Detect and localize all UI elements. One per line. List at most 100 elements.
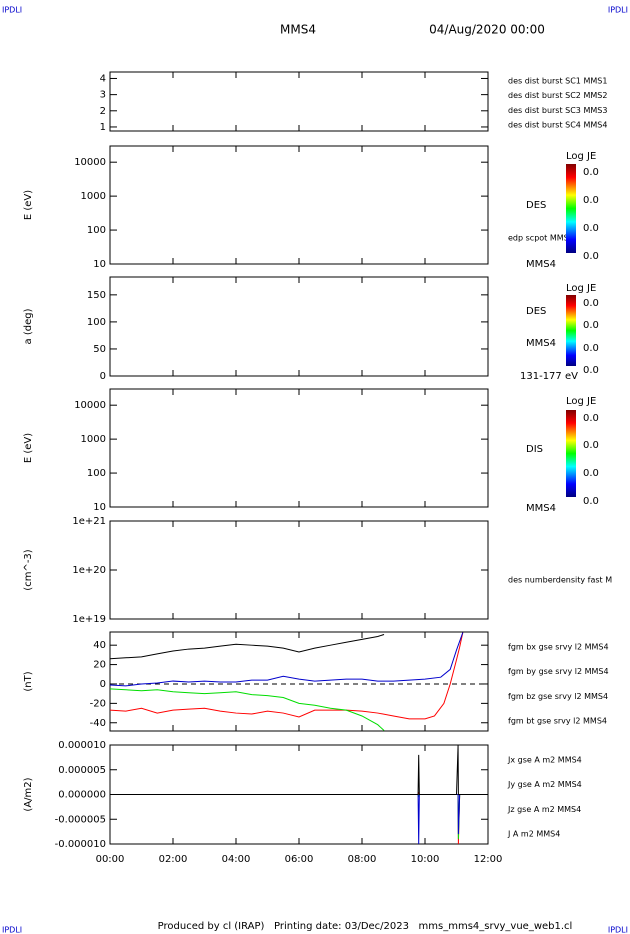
legend-entry: des dist burst SC1 MMS1	[508, 76, 607, 85]
y-tick-label: 40	[93, 640, 106, 651]
legend-entry: fgm bx gse srvy l2 MMS4	[508, 642, 609, 651]
y-tick-label: 50	[93, 344, 106, 355]
colorbar-tick: 0.0	[583, 365, 599, 376]
y-tick-label: -0.000010	[55, 839, 106, 850]
x-tick-label: 02:00	[159, 854, 188, 865]
y-tick-label: 1000	[81, 191, 106, 202]
y-tick-label: -20	[90, 698, 106, 709]
y-axis-label: a (deg)	[23, 308, 34, 344]
y-tick-label: 10	[93, 259, 106, 270]
colorbar-tick: 0.0	[583, 167, 599, 178]
y-tick-label: 2	[100, 106, 106, 117]
data-line	[110, 794, 488, 840]
y-tick-label: 10000	[74, 400, 106, 411]
data-line	[110, 745, 488, 795]
panel-frame	[109, 520, 489, 620]
y-tick-label: 10000	[74, 157, 106, 168]
y-tick-label: -0.000005	[55, 814, 106, 825]
panel-frame	[109, 388, 489, 508]
colorbar-tick: 0.0	[583, 413, 599, 424]
x-tick-label: 08:00	[348, 854, 377, 865]
legend-entry: des dist burst SC4 MMS4	[508, 121, 607, 130]
date: 04/Aug/2020 00:00	[429, 23, 545, 37]
corner: IPDLI	[608, 6, 628, 15]
y-tick-label: 100	[87, 468, 106, 479]
y-tick-label: 1	[100, 122, 106, 133]
colorbar-tick: 0.0	[583, 496, 599, 507]
y-axis-label: (nT)	[23, 671, 34, 691]
annotation: MMS4	[526, 259, 556, 270]
colorbar-tick: 0.0	[583, 251, 599, 262]
colorbar-tick: 0.0	[583, 223, 599, 234]
colorbar-label: Log JE	[566, 151, 596, 162]
annotation: DES	[526, 200, 546, 211]
corner: IPDLI	[608, 926, 628, 934]
y-axis-label: (cm^-3)	[23, 549, 34, 590]
y-tick-label: 150	[87, 290, 106, 301]
corner: IPDLI	[2, 926, 22, 934]
annotation: DES	[526, 306, 546, 317]
legend-entry: des numberdensity fast M	[508, 575, 612, 584]
y-tick-label: 1e+21	[72, 516, 106, 527]
x-tick-label: 06:00	[285, 854, 314, 865]
y-tick-label: 20	[93, 660, 106, 671]
annotation: DIS	[526, 444, 543, 455]
title: MMS4	[280, 23, 316, 37]
colorbar-tick: 0.0	[583, 440, 599, 451]
corner: IPDLI	[2, 6, 22, 15]
x-tick-label: 00:00	[96, 854, 125, 865]
y-tick-label: 1000	[81, 434, 106, 445]
annotation: edp scpot MMS4	[508, 234, 574, 243]
y-axis-label: E (eV)	[23, 433, 34, 463]
legend-entry: fgm bt gse srvy l2 MMS4	[508, 717, 607, 726]
colorbar-tick: 0.0	[583, 298, 599, 309]
y-axis-label: E (eV)	[23, 190, 34, 220]
y-tick-label: 100	[87, 225, 106, 236]
colorbar	[566, 410, 576, 497]
annotation: MMS4	[526, 503, 556, 514]
colorbar-tick: 0.0	[583, 468, 599, 479]
y-axis-label: (A/m2)	[23, 777, 34, 811]
panel-frame	[109, 71, 489, 132]
legend-entry: Jx gse A m2 MMS4	[507, 755, 582, 764]
legend-entry: J A m2 MMS4	[507, 830, 560, 839]
colorbar-label: Log JE	[566, 283, 596, 294]
y-tick-label: 4	[100, 73, 106, 84]
x-tick-label: 04:00	[222, 854, 251, 865]
data-line	[110, 634, 385, 660]
data-line	[110, 794, 488, 844]
colorbar-tick: 0.0	[583, 195, 599, 206]
legend-entry: Jy gse A m2 MMS4	[507, 780, 582, 789]
x-tick-label: 12:00	[474, 854, 503, 865]
y-tick-label: 0	[100, 679, 106, 690]
colorbar	[566, 164, 576, 253]
data-line	[110, 688, 385, 731]
y-tick-label: 0.000010	[58, 740, 106, 751]
colorbar-label: Log JE	[566, 396, 596, 407]
colorbar-tick: 0.0	[583, 343, 599, 354]
colorbar-tick: 0.0	[583, 320, 599, 331]
data-line	[110, 791, 488, 844]
panel-frame	[109, 145, 489, 265]
legend-entry: fgm by gse srvy l2 MMS4	[508, 667, 609, 676]
legend-entry: des dist burst SC2 MMS2	[508, 91, 607, 100]
panel-frame	[109, 276, 489, 377]
colorbar	[566, 295, 576, 366]
annotation: MMS4	[526, 338, 556, 349]
y-tick-label: 0	[100, 371, 106, 382]
y-tick-label: 100	[87, 317, 106, 328]
y-tick-label: 0.000000	[58, 790, 106, 801]
legend-entry: Jz gse A m2 MMS4	[507, 805, 581, 814]
y-tick-label: 10	[93, 502, 106, 513]
legend-entry: fgm bz gse srvy l2 MMS4	[508, 692, 608, 701]
annotation: 131-177 eV	[520, 371, 578, 382]
y-tick-label: -40	[90, 718, 106, 729]
legend-entry: des dist burst SC3 MMS3	[508, 106, 607, 115]
y-tick-label: 3	[100, 90, 106, 101]
y-tick-label: 0.000005	[58, 765, 106, 776]
data-line	[110, 632, 464, 687]
data-line	[110, 632, 464, 720]
y-tick-label: 1e+20	[72, 565, 106, 576]
y-tick-label: 1e+19	[72, 614, 106, 625]
